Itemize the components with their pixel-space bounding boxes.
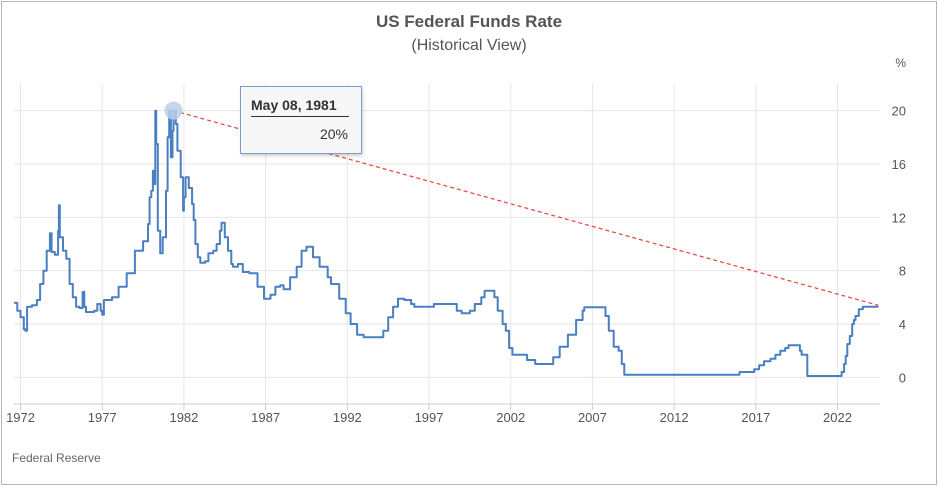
y-tick-label: 16 xyxy=(892,157,906,172)
y-axis-unit: % xyxy=(895,56,906,70)
x-tick-label: 2017 xyxy=(741,410,770,425)
tooltip: May 08, 1981 20% xyxy=(240,86,362,154)
series-line xyxy=(14,109,879,377)
source-label: Federal Reserve xyxy=(12,451,101,465)
x-tick-label: 1977 xyxy=(88,410,117,425)
y-tick-label: 20 xyxy=(892,104,906,119)
highlight-marker xyxy=(164,101,183,120)
y-tick-label: 8 xyxy=(899,264,906,279)
x-tick-label: 2012 xyxy=(660,410,689,425)
y-tick-label: 0 xyxy=(899,370,906,385)
tooltip-date: May 08, 1981 xyxy=(251,97,349,117)
chart-title: US Federal Funds Rate xyxy=(375,12,563,31)
x-tick-label: 1997 xyxy=(415,410,444,425)
x-tick-label: 2002 xyxy=(496,410,525,425)
chart-subtitle: (Historical View) xyxy=(411,37,527,54)
x-tick-label: 1992 xyxy=(333,410,362,425)
y-tick-label: 4 xyxy=(899,317,906,332)
tooltip-value: 20% xyxy=(319,126,348,142)
x-tick-label: 1972 xyxy=(6,410,35,425)
x-tick-label: 2007 xyxy=(578,410,607,425)
x-tick-label: 1987 xyxy=(251,410,280,425)
x-tick-label: 2022 xyxy=(823,410,852,425)
x-tick-label: 1982 xyxy=(169,410,198,425)
y-tick-label: 12 xyxy=(892,210,906,225)
